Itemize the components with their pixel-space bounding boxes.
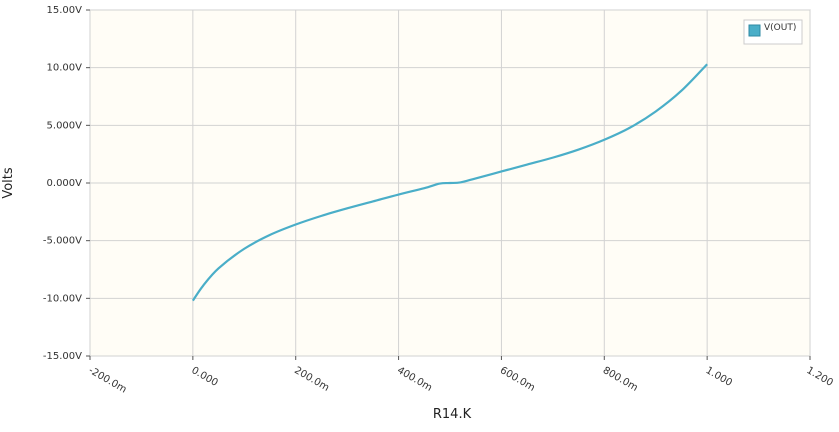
x-tick-label: 200.0m [292, 365, 331, 394]
series-layer [191, 63, 708, 302]
legend-box [743, 19, 803, 45]
legend-label: V(OUT) [764, 23, 796, 33]
y-tick-label: -10.00V [43, 293, 82, 304]
legend: V(OUT) [743, 19, 803, 45]
x-tick-label: 600.0m [498, 365, 537, 394]
series-line-vout [191, 63, 708, 302]
legend-swatch [748, 24, 761, 37]
x-axis-title: R14.K [433, 407, 472, 422]
y-tick-label: 15.00V [47, 5, 83, 16]
x-tick-label: 400.0m [395, 365, 434, 394]
x-tick-label: 1.200 [805, 365, 835, 389]
y-tick-label: 5.000V [47, 120, 83, 131]
x-axis-ticks: -200.0m 0.000 200.0m 400.0m 600.0m 800.0m 1.00… [87, 356, 835, 396]
y-axis-ticks: 15.00V 10.00V 5.000V 0.000V -5.000V -10.00V -1… [43, 5, 90, 362]
y-tick-label: 0.000V [47, 178, 83, 189]
y-axis-title: Volts [1, 167, 16, 199]
x-tick-label: 1.000 [704, 365, 734, 389]
x-tick-label: -200.0m [87, 365, 129, 396]
x-tick-label: 0.000 [189, 365, 219, 389]
y-tick-label: 10.00V [47, 63, 83, 74]
y-tick-label: -15.00V [43, 351, 82, 362]
grid-lines [89, 9, 811, 357]
y-tick-label: -5.000V [43, 236, 82, 247]
x-tick-label: 800.0m [601, 365, 640, 394]
